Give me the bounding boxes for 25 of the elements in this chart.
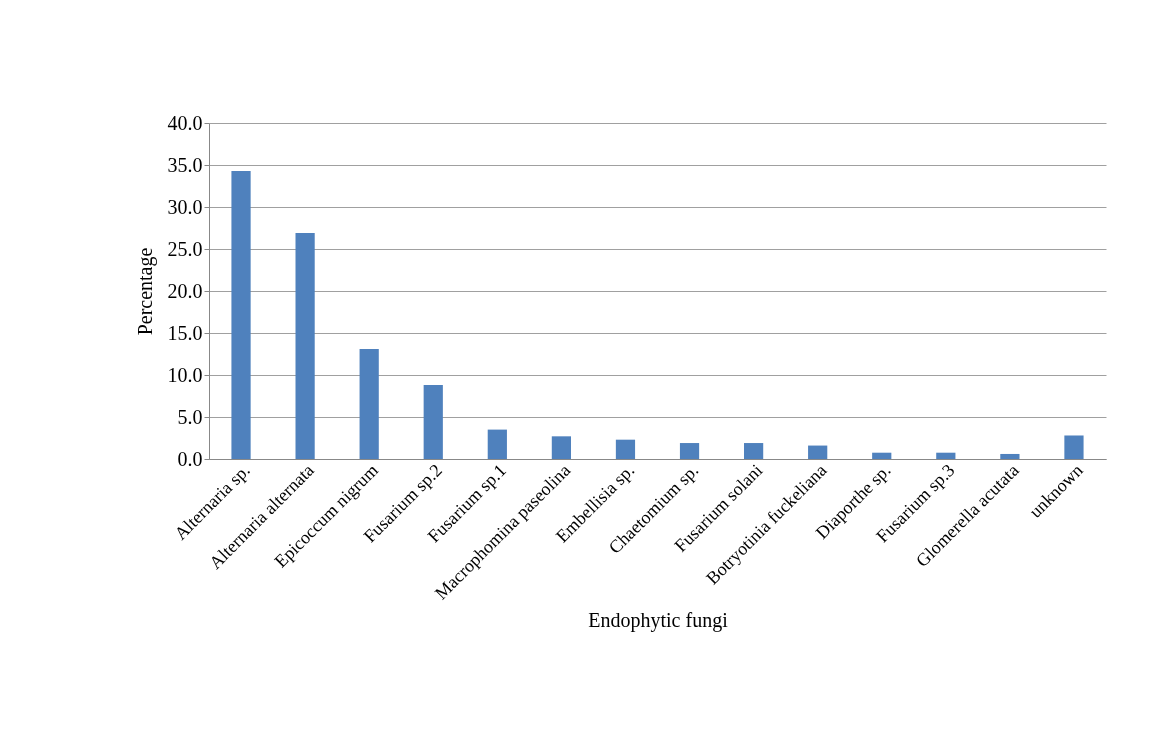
y-axis-title: Percentage xyxy=(133,247,157,336)
y-tick-label: 30.0 xyxy=(167,195,203,218)
bar xyxy=(1000,453,1020,459)
bar xyxy=(744,443,764,459)
y-tick-label: 0.0 xyxy=(177,447,203,470)
y-tick-label: 10.0 xyxy=(167,363,203,386)
y-tick-label: 20.0 xyxy=(167,279,203,302)
bar xyxy=(551,436,571,459)
x-axis-title: Endophytic fungi xyxy=(588,609,729,633)
y-tick-label: 35.0 xyxy=(167,153,203,176)
bar xyxy=(295,233,315,459)
bar xyxy=(679,443,700,459)
y-tick-label: 25.0 xyxy=(167,237,203,260)
bar xyxy=(231,170,251,459)
bar xyxy=(872,452,892,459)
y-tick-label: 5.0 xyxy=(177,405,203,428)
bar xyxy=(615,439,636,459)
bar xyxy=(1064,435,1084,459)
bar xyxy=(487,429,507,459)
bar xyxy=(359,348,379,459)
bar xyxy=(936,452,956,459)
bar xyxy=(808,445,828,459)
bar xyxy=(423,385,443,459)
y-tick-label: 15.0 xyxy=(167,321,203,344)
y-tick-label: 40.0 xyxy=(167,111,203,134)
